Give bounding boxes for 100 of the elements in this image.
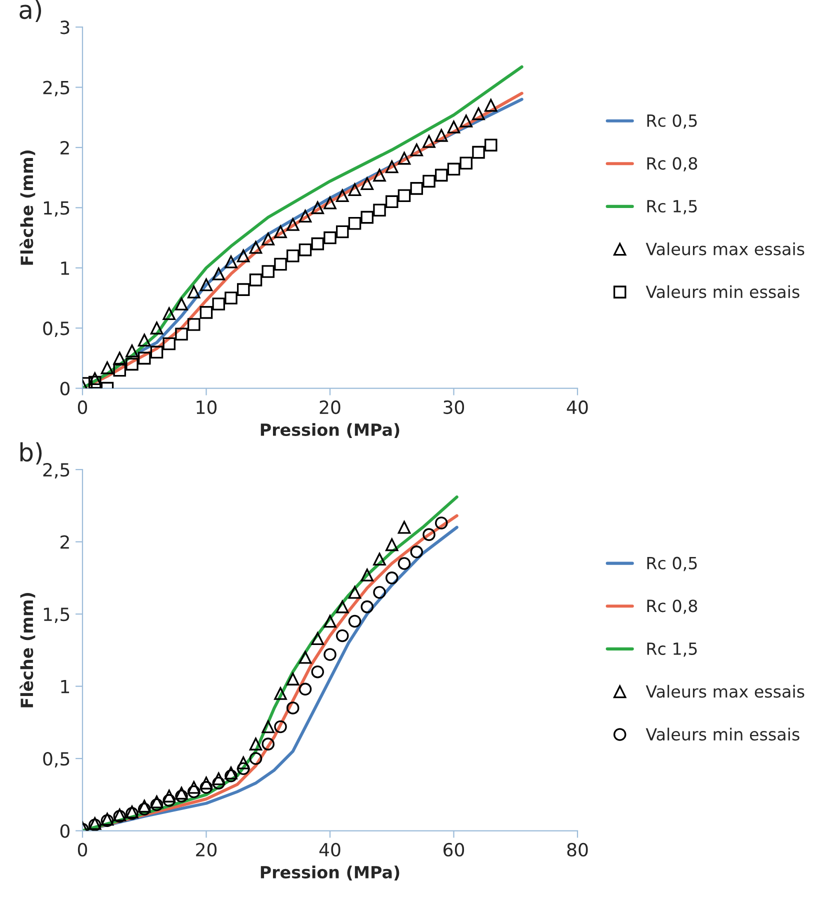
legend-label: Rc 0,5 xyxy=(647,114,697,129)
point xyxy=(447,120,460,134)
chart-title: b) xyxy=(20,442,42,465)
point xyxy=(398,152,411,165)
point xyxy=(162,794,176,807)
point xyxy=(224,292,238,304)
point xyxy=(224,766,238,780)
point xyxy=(324,614,336,628)
y-tick-label: 1 xyxy=(61,680,70,694)
point xyxy=(175,298,188,310)
point xyxy=(224,769,238,782)
point xyxy=(150,346,164,359)
point xyxy=(385,195,398,208)
point xyxy=(88,376,102,388)
point xyxy=(175,786,188,800)
point xyxy=(286,702,300,714)
point xyxy=(385,160,398,174)
point xyxy=(311,201,324,214)
y-tick-label: 2 xyxy=(60,140,69,154)
point xyxy=(311,237,324,250)
point xyxy=(373,552,386,566)
point xyxy=(175,790,188,802)
point xyxy=(422,135,436,148)
legend-label: Rc 0,8 xyxy=(647,157,698,172)
y-tick-label: 1,5 xyxy=(44,201,70,217)
point xyxy=(398,557,411,570)
point xyxy=(385,572,398,584)
point xyxy=(262,738,275,750)
point xyxy=(274,225,287,238)
point xyxy=(113,364,126,377)
point xyxy=(274,687,287,700)
point xyxy=(348,614,362,628)
point xyxy=(187,785,200,798)
point xyxy=(200,776,213,790)
point xyxy=(336,225,349,238)
legend-label: Rc 0,8 xyxy=(647,600,698,614)
point xyxy=(126,344,138,358)
point xyxy=(298,650,312,664)
point xyxy=(212,772,226,786)
point xyxy=(472,107,485,120)
point xyxy=(175,328,188,340)
y-axis-title: Flèche (mm) xyxy=(20,150,36,265)
chart-title: a) xyxy=(20,0,42,22)
point xyxy=(113,352,126,365)
point xyxy=(484,138,498,152)
point xyxy=(460,114,473,128)
point xyxy=(447,162,460,176)
point xyxy=(336,600,349,614)
point xyxy=(336,629,349,642)
point xyxy=(274,258,287,271)
point xyxy=(187,318,200,331)
point xyxy=(434,129,448,142)
point xyxy=(460,156,473,170)
point xyxy=(274,720,287,734)
point xyxy=(348,586,362,599)
point xyxy=(212,776,226,790)
point xyxy=(138,334,151,347)
point xyxy=(249,241,262,254)
point xyxy=(236,283,250,296)
point xyxy=(360,568,374,582)
point xyxy=(200,278,213,292)
point xyxy=(138,802,151,816)
point xyxy=(484,98,498,112)
point xyxy=(298,682,312,696)
point xyxy=(422,174,436,188)
point xyxy=(336,189,349,202)
point xyxy=(212,268,226,280)
point xyxy=(224,255,238,268)
point xyxy=(360,177,374,190)
x-tick-label: 0 xyxy=(78,842,88,857)
point xyxy=(249,752,262,765)
point xyxy=(249,274,262,286)
legend-label: Valeurs max essais xyxy=(646,242,804,256)
point xyxy=(187,286,200,298)
point xyxy=(162,337,176,350)
y-axis-title: Flèche (mm) xyxy=(20,592,36,708)
legend-label: Valeurs min essais xyxy=(646,728,800,741)
point xyxy=(410,144,424,156)
point xyxy=(298,210,312,223)
point xyxy=(262,265,275,278)
point xyxy=(286,218,300,231)
legend-label: Rc 1,5 xyxy=(647,642,697,657)
x-tick-label: 20 xyxy=(196,842,217,857)
point xyxy=(348,183,362,196)
point xyxy=(410,546,424,558)
point xyxy=(373,586,386,599)
point xyxy=(311,632,324,645)
point xyxy=(373,168,386,182)
x-tick-label: 30 xyxy=(444,400,464,414)
point xyxy=(100,361,114,374)
y-tick-label: 0 xyxy=(60,382,70,396)
point xyxy=(249,738,262,750)
point xyxy=(434,516,448,530)
point xyxy=(324,648,336,661)
point xyxy=(150,798,164,812)
legend-label: Valeurs min essais xyxy=(646,285,800,298)
x-tick-label: 10 xyxy=(196,400,217,414)
x-tick-label: 20 xyxy=(320,400,340,414)
x-tick-label: 0 xyxy=(78,400,88,414)
point xyxy=(434,168,448,182)
